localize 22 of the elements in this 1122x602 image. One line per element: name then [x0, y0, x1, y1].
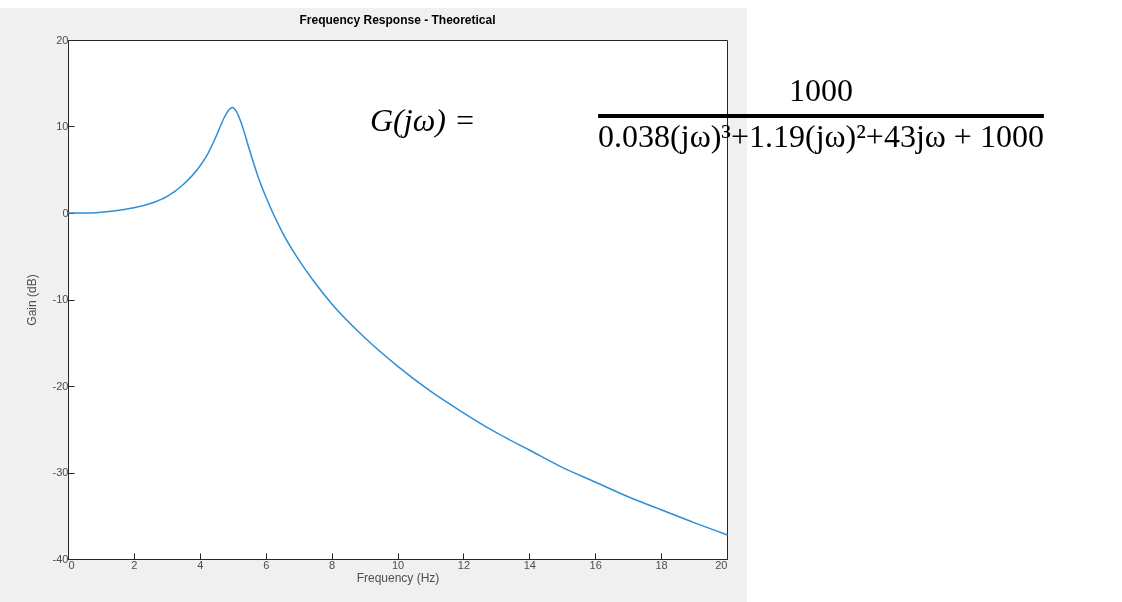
x-tick-label: 16	[589, 558, 602, 571]
y-tick-label: 20	[56, 33, 69, 46]
y-tick-label: 0	[62, 206, 69, 219]
y-tick-label: -10	[52, 293, 69, 305]
x-tick-label: 8	[329, 558, 336, 571]
x-tick-label: 20	[715, 558, 728, 571]
y-tick-label: -20	[52, 379, 69, 392]
x-tick-label: 10	[391, 558, 405, 571]
x-tick-label: 18	[655, 558, 668, 571]
x-tick-label: 2	[131, 558, 138, 571]
annotation: G(jω) =	[370, 102, 476, 138]
x-tick-label: 6	[263, 558, 270, 571]
y-tick-label: -40	[52, 552, 69, 565]
y-axis-title: Gain (dB)	[24, 274, 39, 326]
y-tick-label: 10	[56, 120, 69, 132]
x-axis-title: Frequency (Hz)	[356, 570, 440, 585]
x-tick-label: 4	[197, 558, 204, 571]
y-tick-label: -30	[52, 466, 69, 478]
x-tick-label: 12	[457, 558, 471, 571]
x-tick-label: 14	[523, 558, 536, 571]
text: 1000	[788, 72, 854, 108]
chart-title: Frequency Response - Theoretical	[299, 13, 496, 27]
